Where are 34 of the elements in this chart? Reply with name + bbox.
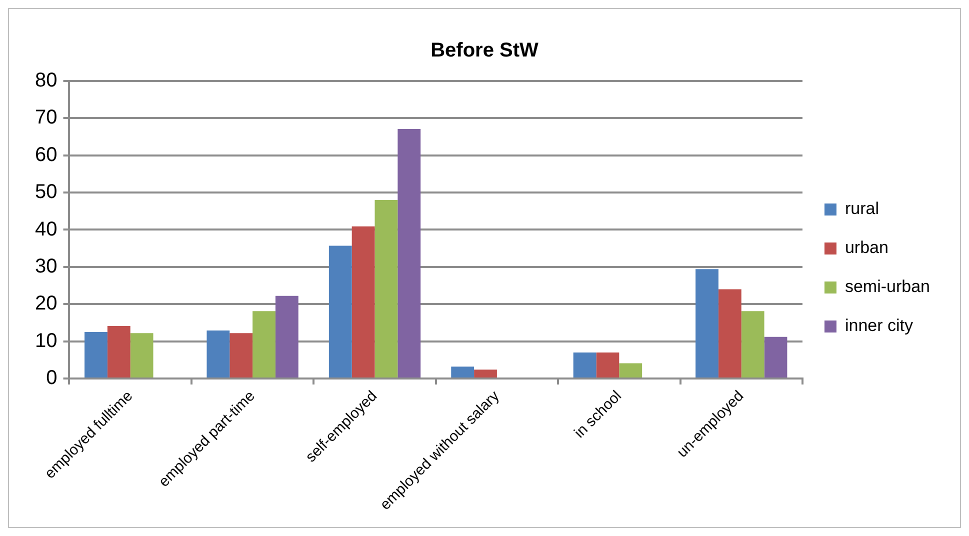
bar [206,330,230,378]
legend-label: semi-urban [844,277,930,296]
bar [764,336,788,378]
bar [596,352,620,378]
y-tick-label: 30 [34,255,58,278]
bar [718,289,742,378]
bar [398,128,421,378]
bar [573,352,596,378]
legend-label: inner city [844,316,914,336]
y-tick-label: 70 [34,106,58,129]
chart-title: Before StW [430,40,539,62]
y-tick-label: 40 [34,218,58,240]
y-tick-label: 10 [34,330,58,352]
bar [451,366,474,378]
bar [352,226,375,378]
bar [252,311,276,378]
y-tick-label: 50 [34,181,58,204]
bar [741,311,764,378]
y-tick-label: 80 [34,70,58,92]
legend-label: urban [844,238,888,258]
bar [619,363,642,378]
bar [275,296,298,378]
bar [130,333,154,378]
bar [474,370,497,378]
legend-label: rural [844,199,879,218]
bar [107,326,130,378]
bar [696,269,718,378]
bar [84,332,108,378]
bar [374,200,398,378]
y-tick-label: 60 [34,144,58,166]
y-tick-label: 0 [46,367,58,390]
y-tick-label: 20 [34,292,58,315]
bar [328,246,352,378]
bar [230,333,253,378]
